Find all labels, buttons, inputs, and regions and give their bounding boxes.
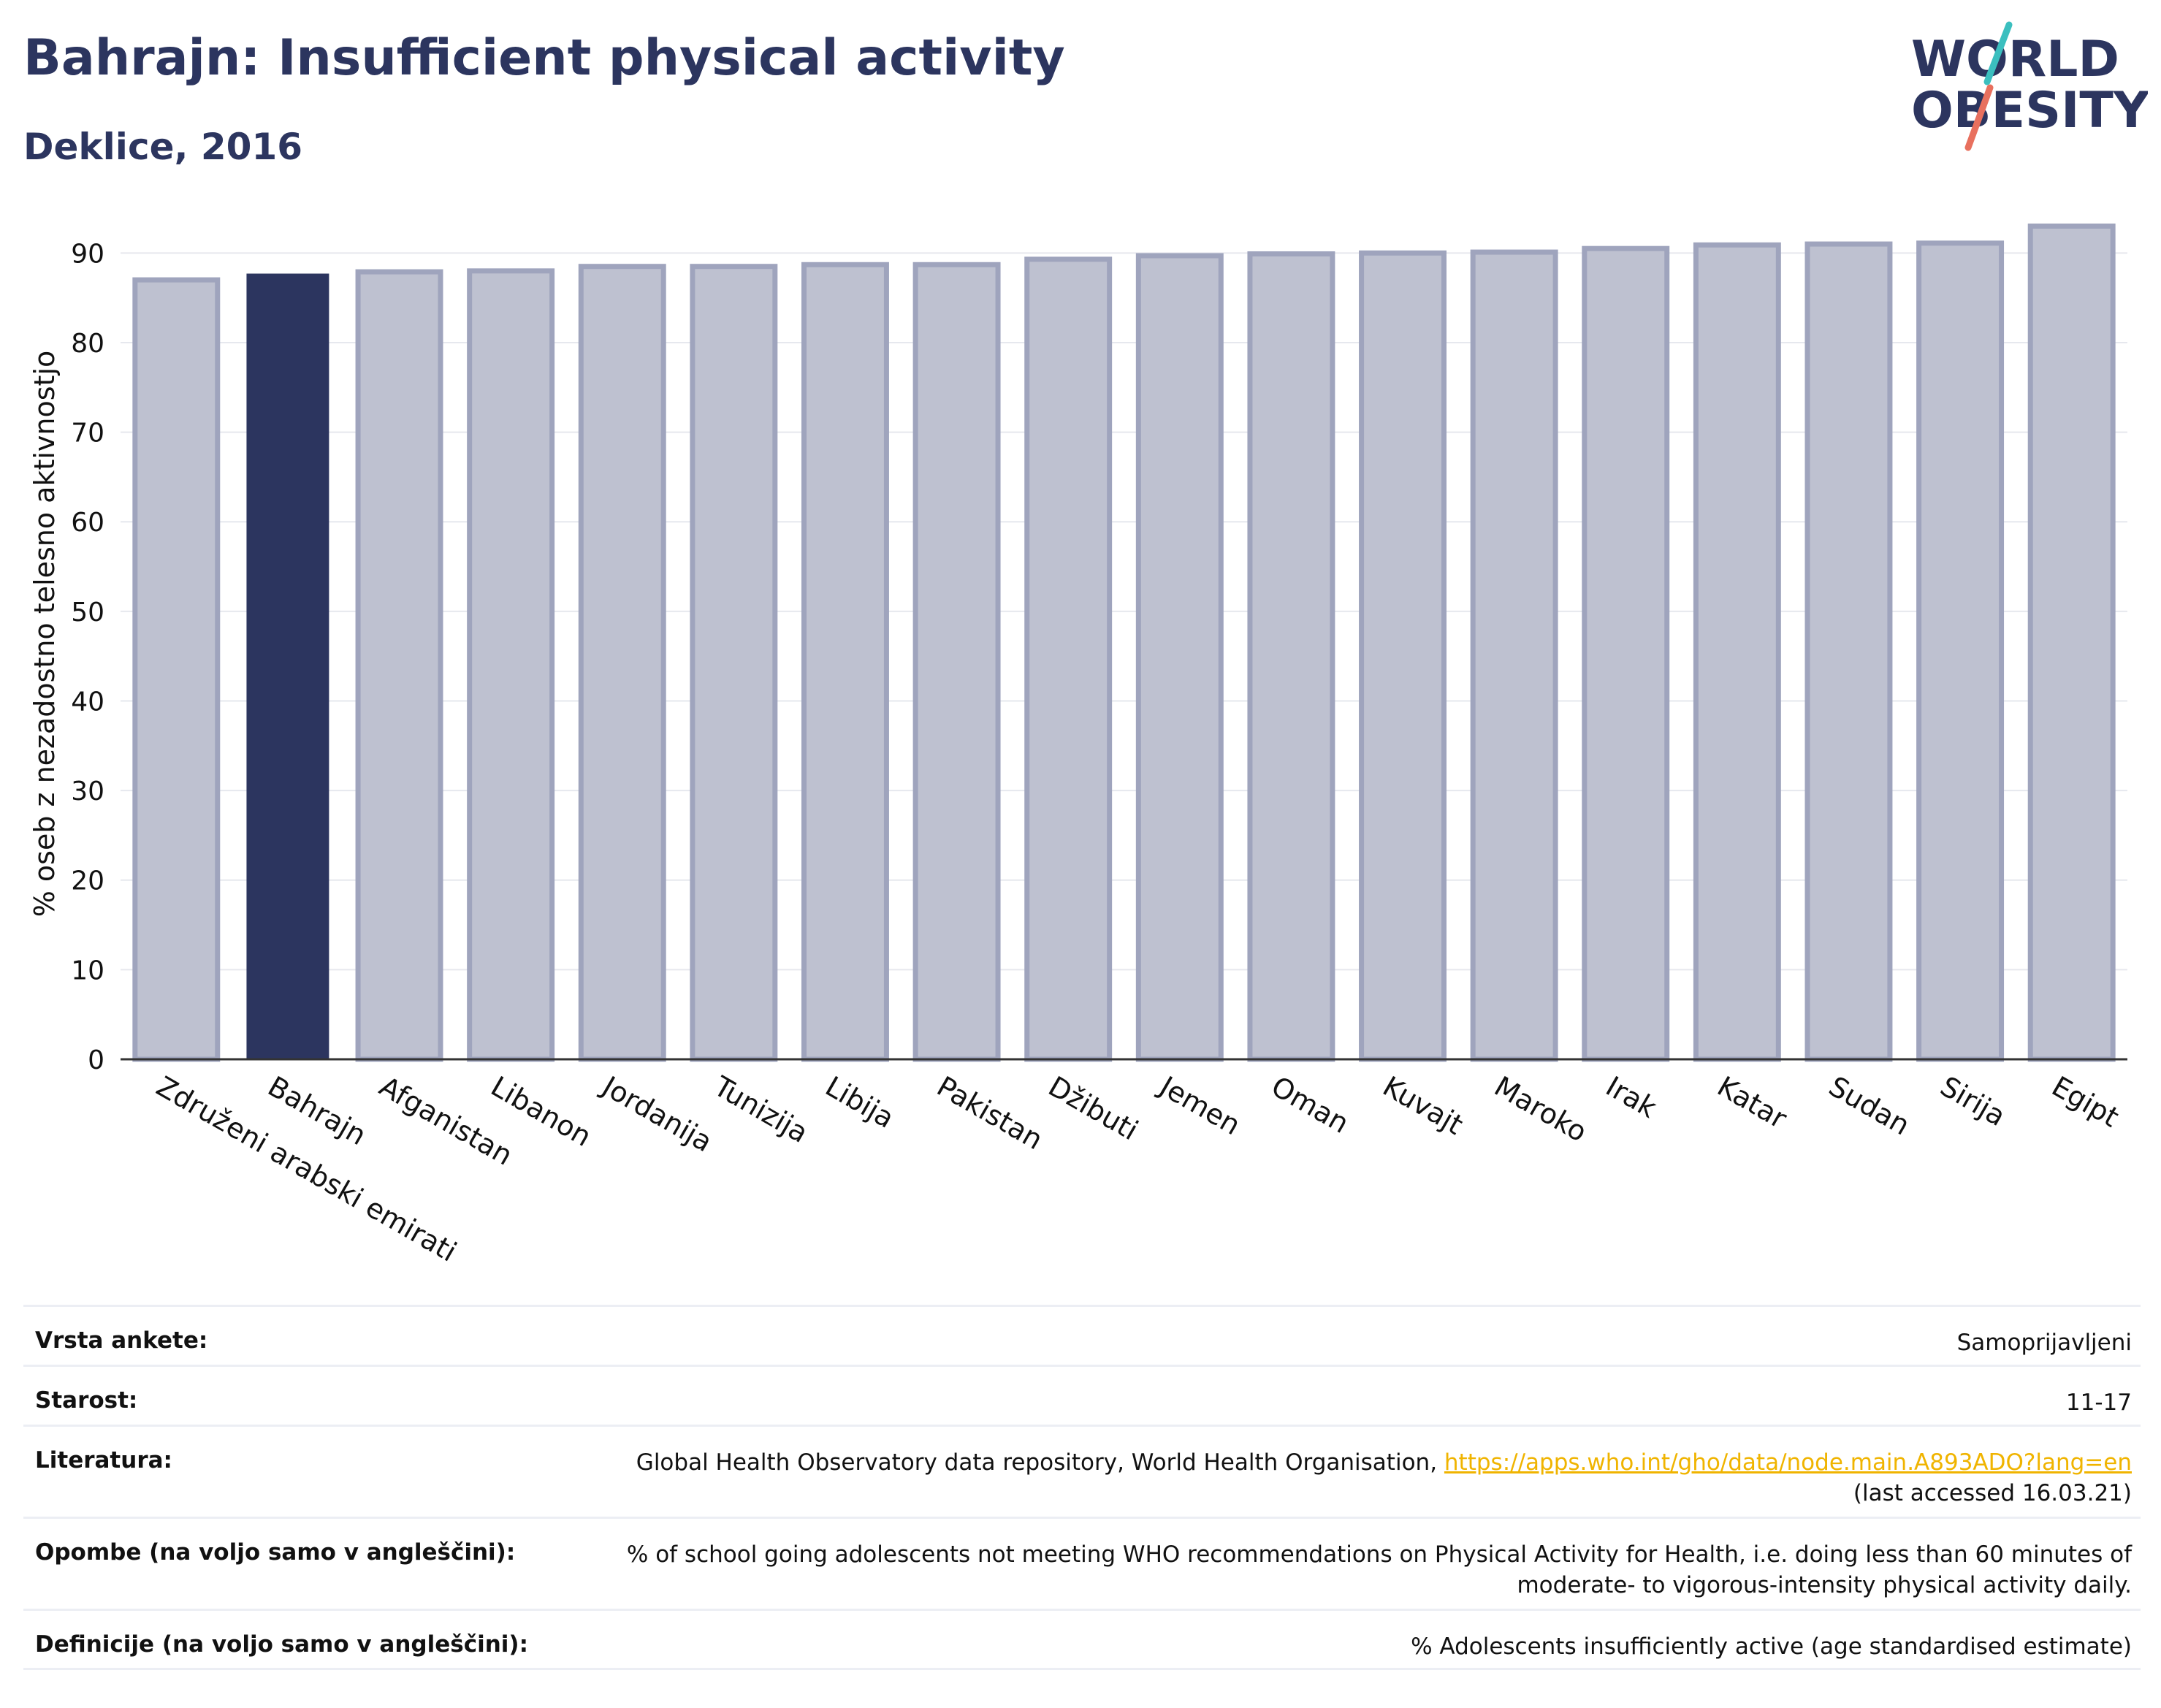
bar	[246, 273, 329, 1060]
info-value: 11-17	[2065, 1389, 2132, 1416]
info-label: Definicije (na voljo samo v angleščini):	[35, 1631, 528, 1658]
bar	[912, 262, 1001, 1062]
info-row-age: Starost: 11-17	[23, 1365, 2141, 1425]
bar	[1916, 240, 2005, 1062]
bar	[1135, 253, 1224, 1062]
bar	[1359, 250, 1447, 1062]
y-tick-label: 90	[71, 239, 104, 269]
info-value: % of school going adolescents not meetin…	[626, 1541, 2132, 1598]
y-tick-label: 10	[71, 956, 104, 985]
info-value: Samoprijavljeni	[1956, 1330, 2132, 1356]
logo-slash-coral	[1964, 84, 1994, 151]
x-tick-label: Sirija	[1935, 1070, 2011, 1132]
bar	[801, 262, 889, 1062]
page-title: Bahrajn: Insufficient physical activity	[23, 29, 1065, 87]
x-tick-label: Maroko	[1489, 1070, 1593, 1148]
bar	[132, 277, 221, 1062]
bar-chart: 0 10 20 30 40 50 60 70 80 90 Združeni arabski emi…	[28, 224, 2127, 1268]
x-tick-label: Katar	[1712, 1070, 1792, 1135]
y-tick-label: 60	[71, 508, 104, 538]
bar	[2027, 224, 2116, 1062]
bar	[1804, 241, 1893, 1062]
y-axis-ticks: 0 10 20 30 40 50 60 70 80 90	[71, 239, 104, 1075]
literature-text: Global Health Observatory data repositor…	[636, 1449, 1444, 1476]
logo-text-obesity: OBESITY	[1911, 82, 2148, 140]
logo-text-world: WORLD	[1911, 31, 2119, 88]
y-tick-label: 40	[71, 687, 104, 717]
info-row-definitions: Definicije (na voljo samo v angleščini):…	[23, 1609, 2141, 1670]
info-label: Starost:	[35, 1387, 138, 1414]
bar	[1693, 242, 1781, 1062]
x-tick-label: Sudan	[1823, 1070, 1916, 1142]
x-tick-label: Oman	[1266, 1070, 1354, 1140]
logo-slash-teal	[1983, 21, 2013, 85]
y-axis-label: % oseb z nezadostno telesno aktivnostjo	[28, 351, 61, 918]
y-tick-label: 30	[71, 777, 104, 807]
x-tick-label: Tunizija	[708, 1070, 814, 1149]
bar	[1582, 245, 1670, 1062]
x-tick-label: Pakistan	[931, 1070, 1048, 1156]
info-row-survey-type: Vrsta ankete: Samoprijavljeni	[23, 1305, 2141, 1365]
x-tick-label: Džibuti	[1043, 1070, 1144, 1147]
y-tick-label: 20	[71, 866, 104, 896]
x-tick-label: Egipt	[2046, 1070, 2124, 1134]
bar	[355, 269, 443, 1062]
info-row-notes: Opombe (na voljo samo v angleščini): % o…	[23, 1517, 2141, 1609]
bar	[690, 264, 778, 1062]
info-table: Vrsta ankete: Samoprijavljeni Starost: 1…	[23, 1305, 2141, 1670]
info-label: Vrsta ankete:	[35, 1327, 208, 1354]
x-tick-label: Libija	[820, 1070, 899, 1135]
y-tick-label: 70	[71, 419, 104, 449]
bar	[1247, 251, 1335, 1062]
literature-link[interactable]: https://apps.who.int/gho/data/node.main.…	[1444, 1449, 2132, 1476]
bar	[1470, 249, 1558, 1062]
x-tick-label: Jordanija	[596, 1070, 718, 1159]
info-value: Global Health Observatory data repositor…	[636, 1447, 2132, 1509]
bar	[578, 264, 666, 1062]
y-tick-label: 50	[71, 598, 104, 628]
info-label: Literatura:	[35, 1447, 172, 1473]
x-tick-label: Irak	[1601, 1070, 1662, 1124]
info-row-literature: Literatura: Global Health Observatory da…	[23, 1425, 2141, 1517]
y-tick-label: 80	[71, 329, 104, 359]
info-label: Opombe (na voljo samo v angleščini):	[35, 1539, 516, 1566]
literature-accessed: (last accessed 16.03.21)	[1853, 1480, 2132, 1506]
bar	[467, 268, 555, 1062]
bar	[1024, 256, 1113, 1062]
y-tick-label: 0	[88, 1045, 104, 1075]
bars	[132, 224, 2116, 1062]
page-subtitle: Deklice, 2016	[23, 126, 303, 168]
world-obesity-logo: WORLD OBESITY	[1911, 21, 2148, 151]
x-tick-label: Kuvajt	[1378, 1070, 1468, 1141]
x-tick-label: Jemen	[1154, 1070, 1246, 1142]
info-value: % Adolescents insufficiently active (age…	[1411, 1633, 2132, 1660]
